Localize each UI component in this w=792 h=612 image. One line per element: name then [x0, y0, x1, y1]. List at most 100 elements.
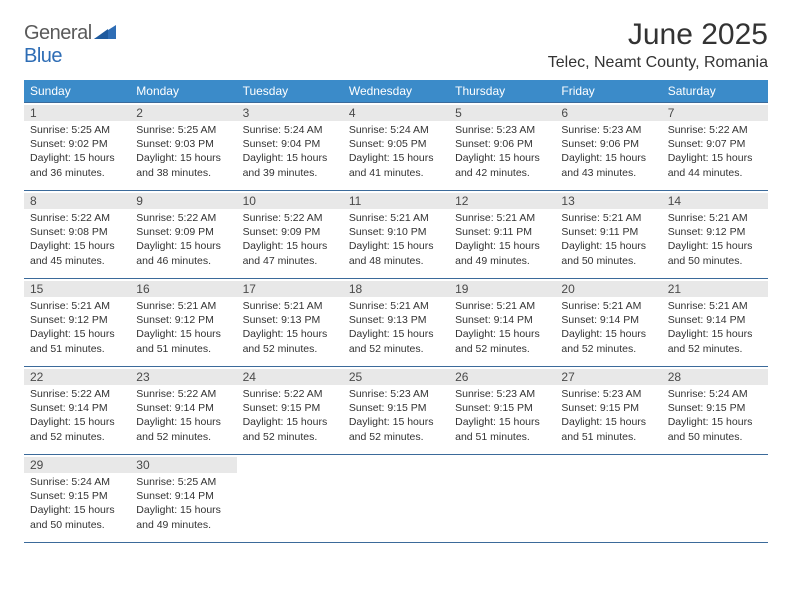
day-number: 16 [130, 281, 236, 297]
day-cell: 25Sunrise: 5:23 AMSunset: 9:15 PMDayligh… [343, 367, 449, 455]
day-number: 28 [662, 369, 768, 385]
day-info: Sunrise: 5:23 AMSunset: 9:06 PMDaylight:… [455, 123, 549, 180]
day-cell: 9 Sunrise: 5:22 AMSunset: 9:09 PMDaylight… [130, 191, 236, 279]
day-header-wednesday: Wednesday [343, 80, 449, 103]
day-info: Sunrise: 5:21 AMSunset: 9:14 PMDaylight:… [668, 299, 762, 356]
day-header-tuesday: Tuesday [237, 80, 343, 103]
day-info: Sunrise: 5:23 AMSunset: 9:15 PMDaylight:… [455, 387, 549, 444]
logo-triangle-icon [94, 26, 116, 43]
day-info: Sunrise: 5:21 AMSunset: 9:13 PMDaylight:… [243, 299, 337, 356]
day-number: 9 [130, 193, 236, 209]
day-info: Sunrise: 5:21 AMSunset: 9:14 PMDaylight:… [561, 299, 655, 356]
day-number: 4 [343, 105, 449, 121]
day-info: Sunrise: 5:21 AMSunset: 9:10 PMDaylight:… [349, 211, 443, 268]
day-header-thursday: Thursday [449, 80, 555, 103]
day-info: Sunrise: 5:21 AMSunset: 9:11 PMDaylight:… [455, 211, 549, 268]
day-info: Sunrise: 5:25 AMSunset: 9:14 PMDaylight:… [136, 475, 230, 532]
day-number: 3 [237, 105, 343, 121]
day-cell: 22 Sunrise: 5:22 AMSunset: 9:14 PMDayligh… [24, 367, 130, 455]
empty-cell [555, 455, 661, 543]
day-number: 2 [130, 105, 236, 121]
title-block: June 2025 Telec, Neamt County, Romania [548, 18, 768, 72]
day-cell: 5 Sunrise: 5:23 AMSunset: 9:06 PMDaylight… [449, 103, 555, 191]
day-header-friday: Friday [555, 80, 661, 103]
day-cell: 27 Sunrise: 5:23 AMSunset: 9:15 PMDayligh… [555, 367, 661, 455]
day-number: 5 [449, 105, 555, 121]
day-number: 24 [237, 369, 343, 385]
week-row: 8Sunrise: 5:22 AMSunset: 9:08 PMDaylight… [24, 191, 768, 279]
day-number: 13 [555, 193, 661, 209]
day-number: 15 [24, 281, 130, 297]
day-cell: 11 Sunrise: 5:21 AMSunset: 9:10 PMDayligh… [343, 191, 449, 279]
month-title: June 2025 [548, 18, 768, 52]
day-info: Sunrise: 5:23 AMSunset: 9:15 PMDaylight:… [561, 387, 655, 444]
day-cell: 17 Sunrise: 5:21 AMSunset: 9:13 PMDayligh… [237, 279, 343, 367]
day-info: Sunrise: 5:21 AMSunset: 9:12 PMDaylight:… [30, 299, 124, 356]
day-cell: 10 Sunrise: 5:22 AMSunset: 9:09 PMDayligh… [237, 191, 343, 279]
day-cell: 4 Sunrise: 5:24 AMSunset: 9:05 PMDaylight… [343, 103, 449, 191]
day-cell: 8Sunrise: 5:22 AMSunset: 9:08 PMDaylight… [24, 191, 130, 279]
day-cell: 21 Sunrise: 5:21 AMSunset: 9:14 PMDayligh… [662, 279, 768, 367]
week-row: 1 Sunrise: 5:25 AMSunset: 9:02 PMDaylight… [24, 103, 768, 191]
day-number: 22 [24, 369, 130, 385]
day-info: Sunrise: 5:23 AMSunset: 9:15 PMDaylight:… [349, 387, 443, 444]
day-cell: 16 Sunrise: 5:21 AMSunset: 9:12 PMDayligh… [130, 279, 236, 367]
day-info: Sunrise: 5:24 AMSunset: 9:05 PMDaylight:… [349, 123, 443, 180]
day-number: 10 [237, 193, 343, 209]
day-info: Sunrise: 5:22 AMSunset: 9:09 PMDaylight:… [136, 211, 230, 268]
empty-cell [237, 455, 343, 543]
day-cell: 29Sunrise: 5:24 AMSunset: 9:15 PMDayligh… [24, 455, 130, 543]
day-cell: 7 Sunrise: 5:22 AMSunset: 9:07 PMDaylight… [662, 103, 768, 191]
day-cell: 30 Sunrise: 5:25 AMSunset: 9:14 PMDayligh… [130, 455, 236, 543]
day-number: 30 [130, 457, 236, 473]
day-cell: 15 Sunrise: 5:21 AMSunset: 9:12 PMDayligh… [24, 279, 130, 367]
logo: General Blue [24, 18, 116, 68]
day-info: Sunrise: 5:24 AMSunset: 9:15 PMDaylight:… [30, 475, 124, 532]
day-header-row: Sunday Monday Tuesday Wednesday Thursday… [24, 80, 768, 103]
empty-cell [343, 455, 449, 543]
day-number: 7 [662, 105, 768, 121]
day-cell: 6Sunrise: 5:23 AMSunset: 9:06 PMDaylight… [555, 103, 661, 191]
week-row: 15 Sunrise: 5:21 AMSunset: 9:12 PMDayligh… [24, 279, 768, 367]
day-number: 1 [24, 105, 130, 121]
day-info: Sunrise: 5:21 AMSunset: 9:13 PMDaylight:… [349, 299, 443, 356]
empty-cell [449, 455, 555, 543]
day-number: 17 [237, 281, 343, 297]
location: Telec, Neamt County, Romania [548, 54, 768, 72]
day-cell: 12 Sunrise: 5:21 AMSunset: 9:11 PMDayligh… [449, 191, 555, 279]
calendar-table: Sunday Monday Tuesday Wednesday Thursday… [24, 80, 768, 543]
day-header-sunday: Sunday [24, 80, 130, 103]
day-cell: 20 Sunrise: 5:21 AMSunset: 9:14 PMDayligh… [555, 279, 661, 367]
day-info: Sunrise: 5:22 AMSunset: 9:14 PMDaylight:… [30, 387, 124, 444]
day-number: 26 [449, 369, 555, 385]
logo-blue: Blue [24, 45, 62, 67]
logo-text: General Blue [24, 22, 116, 68]
day-cell: 14 Sunrise: 5:21 AMSunset: 9:12 PMDayligh… [662, 191, 768, 279]
day-cell: 26 Sunrise: 5:23 AMSunset: 9:15 PMDayligh… [449, 367, 555, 455]
day-number: 18 [343, 281, 449, 297]
empty-cell [662, 455, 768, 543]
day-number: 21 [662, 281, 768, 297]
calendar-body: 1 Sunrise: 5:25 AMSunset: 9:02 PMDaylight… [24, 103, 768, 543]
day-number: 11 [343, 193, 449, 209]
day-info: Sunrise: 5:23 AMSunset: 9:06 PMDaylight:… [561, 123, 655, 180]
day-info: Sunrise: 5:25 AMSunset: 9:02 PMDaylight:… [30, 123, 124, 180]
day-info: Sunrise: 5:21 AMSunset: 9:14 PMDaylight:… [455, 299, 549, 356]
day-info: Sunrise: 5:25 AMSunset: 9:03 PMDaylight:… [136, 123, 230, 180]
day-number: 19 [449, 281, 555, 297]
day-number: 12 [449, 193, 555, 209]
day-number: 27 [555, 369, 661, 385]
day-cell: 3 Sunrise: 5:24 AMSunset: 9:04 PMDaylight… [237, 103, 343, 191]
week-row: 29Sunrise: 5:24 AMSunset: 9:15 PMDayligh… [24, 455, 768, 543]
day-info: Sunrise: 5:22 AMSunset: 9:09 PMDaylight:… [243, 211, 337, 268]
day-number: 20 [555, 281, 661, 297]
day-cell: 2 Sunrise: 5:25 AMSunset: 9:03 PMDaylight… [130, 103, 236, 191]
day-info: Sunrise: 5:21 AMSunset: 9:12 PMDaylight:… [136, 299, 230, 356]
day-info: Sunrise: 5:21 AMSunset: 9:12 PMDaylight:… [668, 211, 762, 268]
day-header-monday: Monday [130, 80, 236, 103]
day-info: Sunrise: 5:24 AMSunset: 9:04 PMDaylight:… [243, 123, 337, 180]
day-info: Sunrise: 5:22 AMSunset: 9:07 PMDaylight:… [668, 123, 762, 180]
week-row: 22 Sunrise: 5:22 AMSunset: 9:14 PMDayligh… [24, 367, 768, 455]
header: General Blue June 2025 Telec, Neamt Coun… [24, 18, 768, 72]
day-number: 14 [662, 193, 768, 209]
